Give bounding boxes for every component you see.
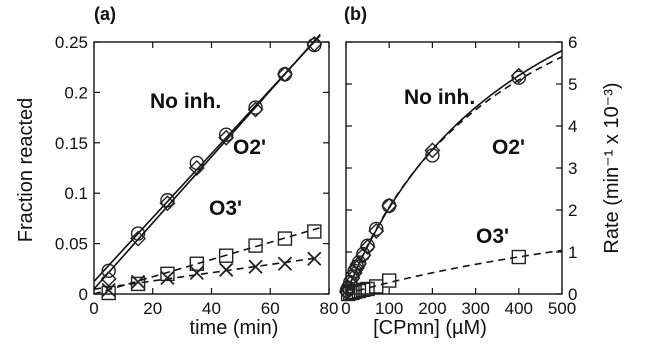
data-point-x [160,270,175,286]
panel-a-markers [100,36,323,301]
data-point-square [160,266,175,282]
x-tick-label: 200 [418,299,446,318]
data-point-circle [351,255,367,270]
data-point-circle [307,37,322,53]
y-tick-label: 0.1 [64,184,88,203]
panel-a-ticks: 0 20 40 60 80 0 0.05 0.1 0.15 0.2 0.25 [55,33,339,318]
y-tick-label: 3 [568,159,577,178]
data-point-x [101,282,116,298]
x-tick-label: 0 [89,299,98,318]
panel-a-plot-frame [93,41,330,295]
x-tick-label: 20 [143,299,162,318]
data-point-circle [248,100,263,115]
x-tick-label: 100 [375,299,403,318]
panel-a: (a) Fraction reacted time (min) 0 20 40 60 8… [15,4,338,339]
x-tick-label: 80 [320,299,339,318]
panel-a-annotation-o3: O3' [209,197,242,220]
data-point-circle [189,155,205,171]
panel-b-x-axis-title: [CPmn] (µM) [373,317,487,339]
data-point-square [277,231,293,246]
data-point-diamond [424,142,441,159]
y-tick-label: 1 [568,243,577,262]
data-point-x [307,251,322,266]
x-tick-label: 400 [505,299,533,318]
data-point-square [307,224,322,239]
data-point-diamond [247,101,264,118]
x-tick-label: 300 [461,299,489,318]
data-point-x [248,259,263,274]
data-point-square [189,256,205,271]
data-point-diamond [359,238,376,255]
data-point-square [511,249,526,265]
panel-b-label: (b) [344,4,367,24]
data-point-square [130,276,146,292]
fit-line-circle [93,34,321,282]
y-tick-label: 2 [568,201,577,220]
y-tick-label: 0 [568,285,577,304]
data-point-x [277,256,293,271]
data-point-diamond [188,160,205,176]
data-point-circle [369,221,384,237]
data-point-square [360,281,375,297]
data-point-x [219,262,234,277]
panel-b-y-axis-title: Rate (min⁻¹ x 10⁻³) [601,82,623,253]
data-point-circle [511,70,526,85]
y-tick-label: 0.25 [55,33,88,52]
data-point-diamond [368,223,385,239]
fit-line-diamond [345,49,563,295]
y-tick-label: 4 [568,117,577,136]
data-point-square [101,285,116,301]
data-point-circle [382,198,397,214]
x-tick-label: 60 [261,299,280,318]
panel-b-annotation-o2: O2' [492,136,525,159]
panel-a-x-axis-title: time (min) [190,317,279,339]
panel-a-label: (a) [94,4,116,24]
y-tick-label: 5 [568,75,577,94]
data-point-square [351,283,367,299]
data-point-circle [277,67,293,82]
panel-a-annotation-o2: O2' [233,136,266,159]
data-point-circle [160,193,175,208]
data-point-square [248,238,263,253]
y-tick-label: 0 [79,285,88,304]
data-point-diamond [159,195,176,212]
panel-a-y-axis-title: Fraction reacted [15,98,37,243]
panel-b-annotation-no-inh: No inh. [404,86,475,109]
data-point-diamond [218,129,235,146]
fit-line-square [93,226,321,295]
panel-b-markers [338,67,527,302]
y-tick-label: 0.15 [55,134,88,153]
data-point-circle [356,246,371,262]
data-point-circle [425,148,440,163]
data-point-circle [360,238,375,253]
y-tick-label: 0.05 [55,235,88,254]
panel-b-annotation-o3: O3' [476,225,509,248]
y-tick-label: 0.2 [64,83,88,102]
data-point-diamond [130,230,147,247]
data-point-circle [130,226,146,241]
panel-b-plot-frame [345,41,563,295]
data-point-square [218,248,234,263]
panel-a-annotation-no-inh: No inh. [150,90,221,113]
data-point-circle [101,263,116,279]
fit-line-square [345,249,563,295]
y-tick-label: 6 [568,33,577,52]
x-tick-label: 40 [202,299,221,318]
panel-a-fits [93,33,321,295]
panel-b: (b) [CPmn] (µM) Rate (min⁻¹ x 10⁻³) 0 100… [338,4,623,339]
data-point-square [382,273,397,288]
data-point-circle [218,127,234,142]
data-point-x [189,265,204,280]
x-tick-label: 500 [548,299,576,318]
x-tick-label: 0 [341,299,350,318]
data-point-x [130,274,146,290]
